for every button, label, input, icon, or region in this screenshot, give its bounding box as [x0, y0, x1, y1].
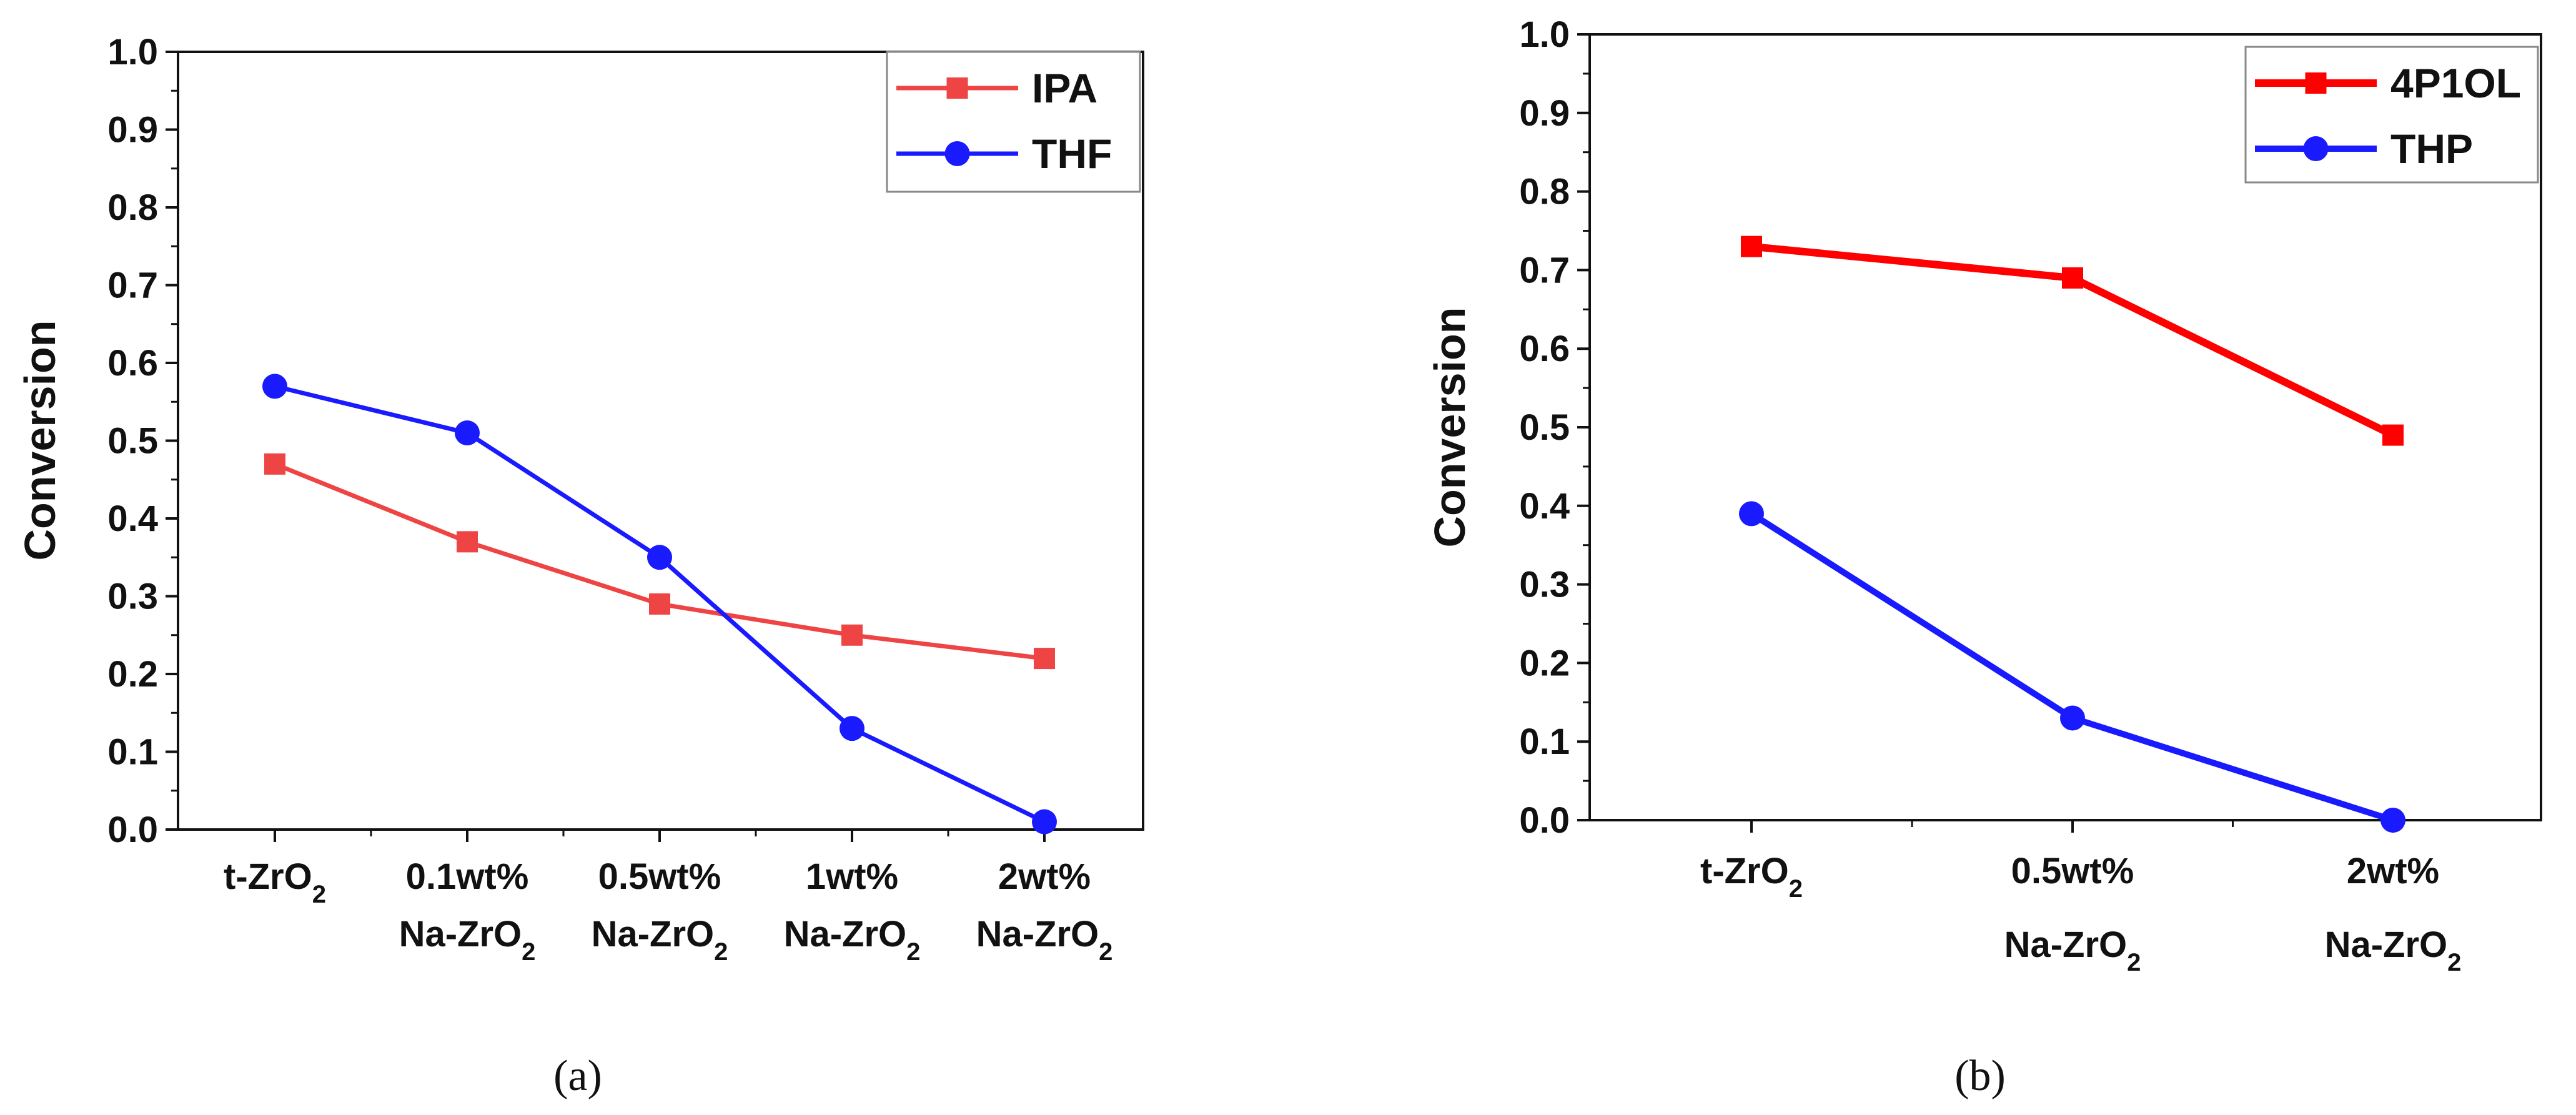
panel-a-y-axis-title: Conversion: [16, 320, 64, 560]
panel-a-y-tick-label: 0.6: [107, 343, 158, 384]
panel-a-category-label: 1wt%: [806, 856, 898, 897]
panel-b-chart: 0.0 0.1 0.2 0.3 0.4 0.5 0.6 0.7 0.8 0.9 1.0 t-ZrO2 0…: [1425, 14, 2542, 976]
panel-a-point-thf: [840, 716, 864, 741]
panel-b-point-4p1ol: [1741, 235, 1762, 257]
panel-b-y-tick-label: 0.0: [1519, 800, 1570, 841]
panel-a-legend-marker: [946, 77, 968, 99]
panel-b-y-tick-label: 0.5: [1519, 407, 1570, 448]
panel-b-y-tick-label: 0.3: [1519, 565, 1570, 605]
panel-b-y-tick-label: 0.7: [1519, 250, 1570, 290]
panel-b-category-label-line2: Na-ZrO2: [2004, 924, 2141, 976]
panel-b-series-line-thp: [1750, 511, 2394, 823]
panel-a-point-ipa: [649, 593, 670, 615]
panel-a-category-label: t-ZrO2: [224, 856, 326, 908]
panel-a-category-label-line2: Na-ZrO2: [592, 914, 728, 966]
panel-b-point-4p1ol: [2382, 424, 2404, 446]
panel-a-y-tick-label: 0.3: [107, 577, 158, 617]
panel-b-point-4p1ol: [2062, 267, 2083, 289]
panel-a-y-tick-label: 0.4: [107, 498, 158, 539]
panel-a-point-ipa: [457, 531, 478, 553]
panel-b-caption: (b): [1954, 1052, 2006, 1100]
panel-a-point-thf: [262, 374, 287, 399]
panel-b-y-tick-label: 0.9: [1519, 93, 1570, 134]
panel-a-y-tick-label: 0.7: [107, 265, 158, 306]
panel-a-legend-label: IPA: [1032, 65, 1097, 111]
panel-b-point-thp: [2060, 705, 2085, 731]
panel-a-legend-box: [886, 51, 1141, 193]
panel-a-y-tick-label: 1.0: [107, 32, 158, 72]
panel-a-category-label-line2: Na-ZrO2: [976, 914, 1113, 966]
panel-a-y-tick-label: 0.5: [107, 421, 158, 462]
panel-a-point-thf: [1032, 809, 1057, 835]
panel-a-legend-label: THF: [1032, 131, 1112, 177]
panel-b-y-tick-label: 0.8: [1519, 172, 1570, 212]
panel-b-legend-marker: [2305, 72, 2327, 94]
panel-a-caption: (a): [553, 1052, 602, 1100]
panel-a-y-tick-label: 0.9: [107, 110, 158, 151]
panel-a-legend-marker: [944, 141, 970, 166]
panel-a-point-ipa: [1034, 648, 1055, 670]
panel-b-point-thp: [2380, 808, 2405, 833]
panel-a-point-thf: [647, 545, 672, 570]
panel-b-y-tick-label: 0.1: [1519, 721, 1570, 762]
panel-b-legend-label: 4P1OL: [2390, 60, 2521, 106]
panel-b-point-thp: [1739, 501, 1764, 527]
panel-b-y-tick-label: 0.4: [1519, 486, 1570, 527]
panel-a-point-ipa: [841, 624, 863, 646]
panel-a-category-label-line2: Na-ZrO2: [784, 914, 921, 966]
panel-b-y-tick-label: 0.6: [1519, 329, 1570, 369]
panel-b-legend-box: [2244, 46, 2539, 184]
panel-b-category-label: t-ZrO2: [1700, 851, 1803, 903]
panel-a-y-tick-label: 0.1: [107, 732, 158, 773]
panel-a-y-tick-label: 0.2: [107, 654, 158, 695]
panel-b-y-axis-title: Conversion: [1425, 307, 1474, 547]
panel-a-point-thf: [455, 420, 480, 446]
panel-a-category-label: 0.1wt%: [406, 856, 529, 897]
panel-a-chart: 0.0 0.1 0.2 0.3 0.4 0.5 0.6 0.7 0.8 0.9 1.0 t-ZrO2 0…: [16, 32, 1144, 966]
panel-a-y-tick-label: 0.8: [107, 187, 158, 228]
panel-a-y-tick-label: 0.0: [107, 810, 158, 850]
panel-a-category-label: 2wt%: [998, 856, 1091, 897]
panel-b-legend-marker: [2303, 136, 2329, 161]
panel-b-category-label: 2wt%: [2347, 851, 2439, 891]
panel-b-legend-label: THP: [2390, 126, 2473, 172]
panel-b-category-label: 0.5wt%: [2011, 851, 2134, 891]
panel-a-category-label-line2: Na-ZrO2: [399, 914, 536, 966]
panel-b-category-label-line2: Na-ZrO2: [2325, 924, 2462, 976]
panel-a-point-ipa: [264, 453, 285, 475]
panel-b-y-tick-label: 0.2: [1519, 643, 1570, 683]
panel-b-y-tick-label: 1.0: [1519, 14, 1570, 55]
panel-a-category-label: 0.5wt%: [598, 856, 721, 897]
